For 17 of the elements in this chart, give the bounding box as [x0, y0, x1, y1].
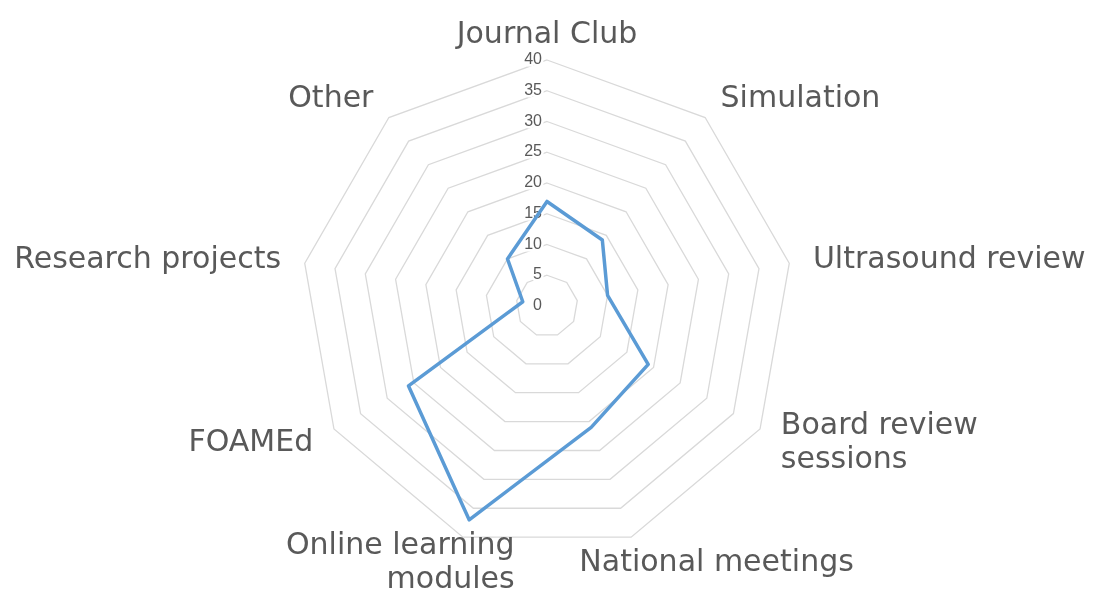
y-tick-label: 10 — [524, 234, 543, 252]
y-tick-label: 40 — [524, 50, 543, 68]
y-tick-label: 20 — [524, 173, 543, 191]
y-tick-label: 25 — [524, 142, 543, 160]
y-tick-label: 35 — [524, 80, 543, 98]
spoke-label: Simulation — [720, 78, 881, 114]
spoke-label: Other — [288, 78, 375, 114]
spoke-label: Online learning modules — [285, 525, 515, 595]
spoke-label: Journal Club — [454, 14, 638, 50]
y-tick-label: 0 — [533, 296, 543, 314]
spoke-label: National meetings — [579, 542, 854, 578]
y-tick-label: 5 — [533, 265, 543, 283]
spoke-label: Research projects — [14, 239, 282, 275]
y-tick-label: 30 — [524, 111, 543, 129]
spoke-label: Board review sessions — [780, 405, 978, 475]
spoke-label: FOAMEd — [188, 422, 314, 458]
spoke-label: Ultrasound review — [812, 239, 1086, 275]
